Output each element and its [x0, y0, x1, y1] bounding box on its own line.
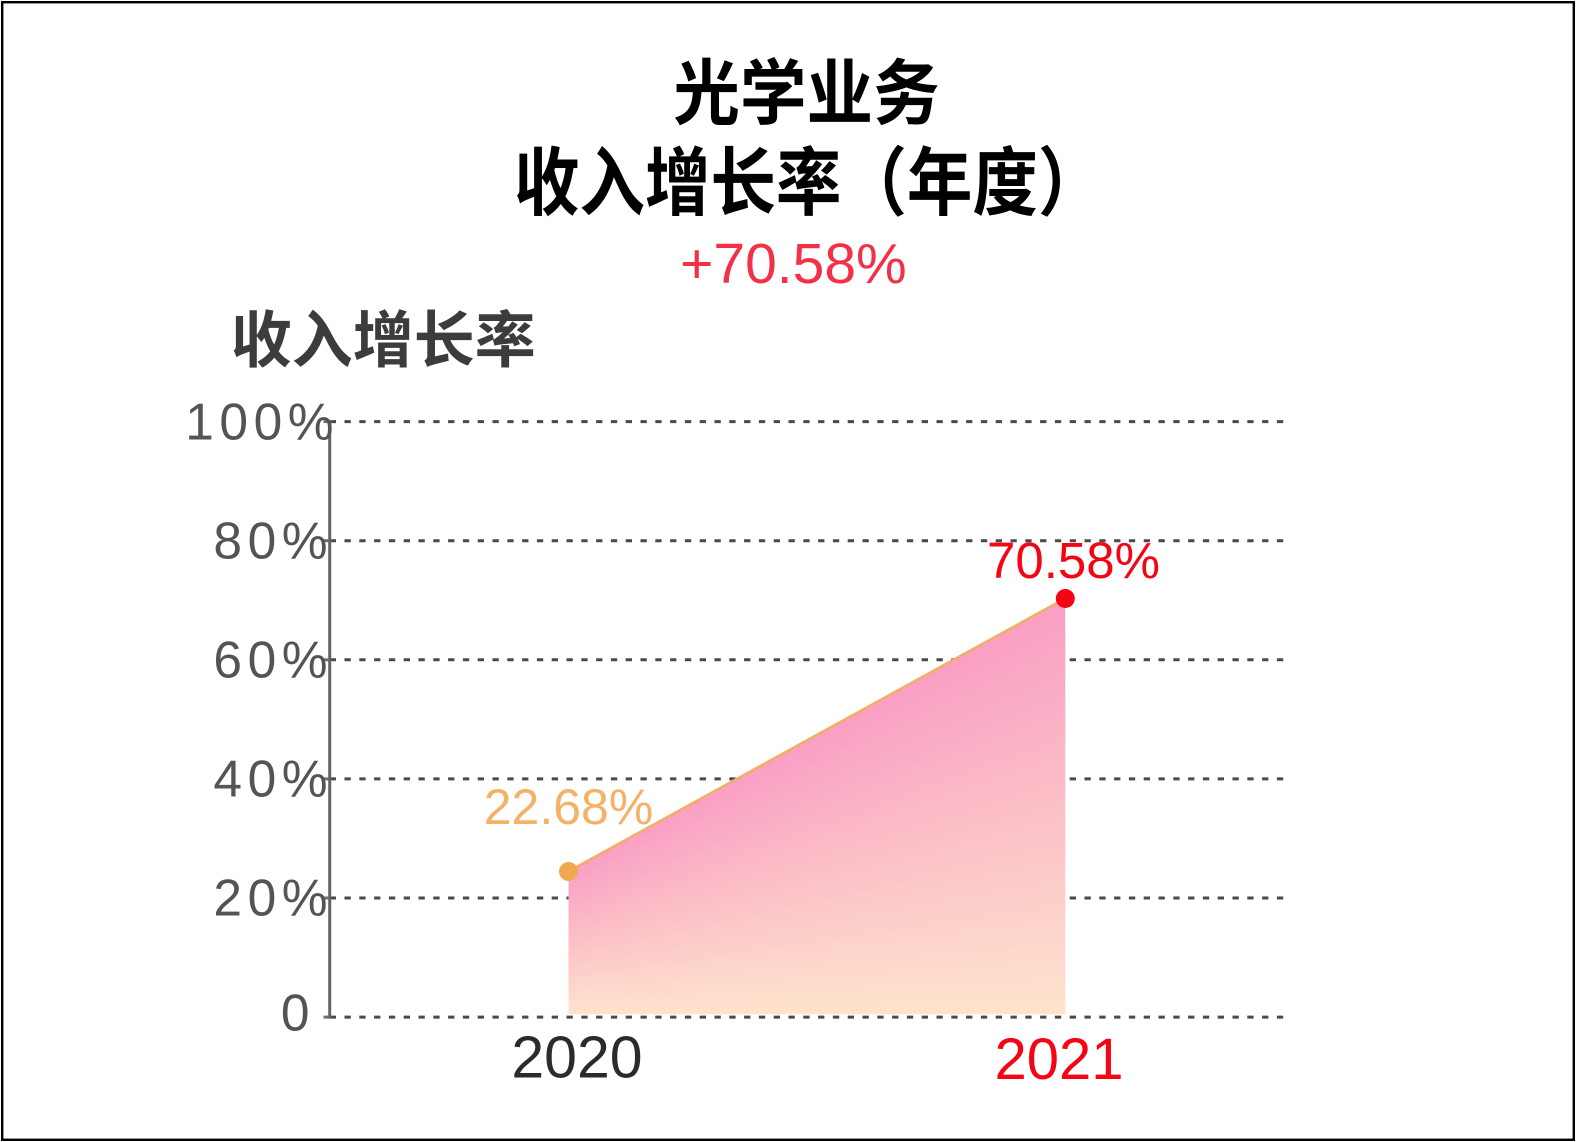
svg-text:+70.58%: +70.58% [680, 232, 907, 296]
svg-text:80%: 80% [213, 511, 333, 569]
svg-text:40%: 40% [213, 750, 333, 808]
svg-text:100%: 100% [185, 392, 339, 450]
svg-text:2020: 2020 [511, 1025, 642, 1091]
svg-text:22.68%: 22.68% [484, 779, 654, 835]
svg-text:2021: 2021 [994, 1027, 1123, 1092]
svg-text:20%: 20% [213, 869, 333, 927]
svg-text:0: 0 [281, 984, 310, 1042]
svg-text:60%: 60% [213, 631, 333, 689]
svg-text:70.58%: 70.58% [987, 532, 1160, 589]
